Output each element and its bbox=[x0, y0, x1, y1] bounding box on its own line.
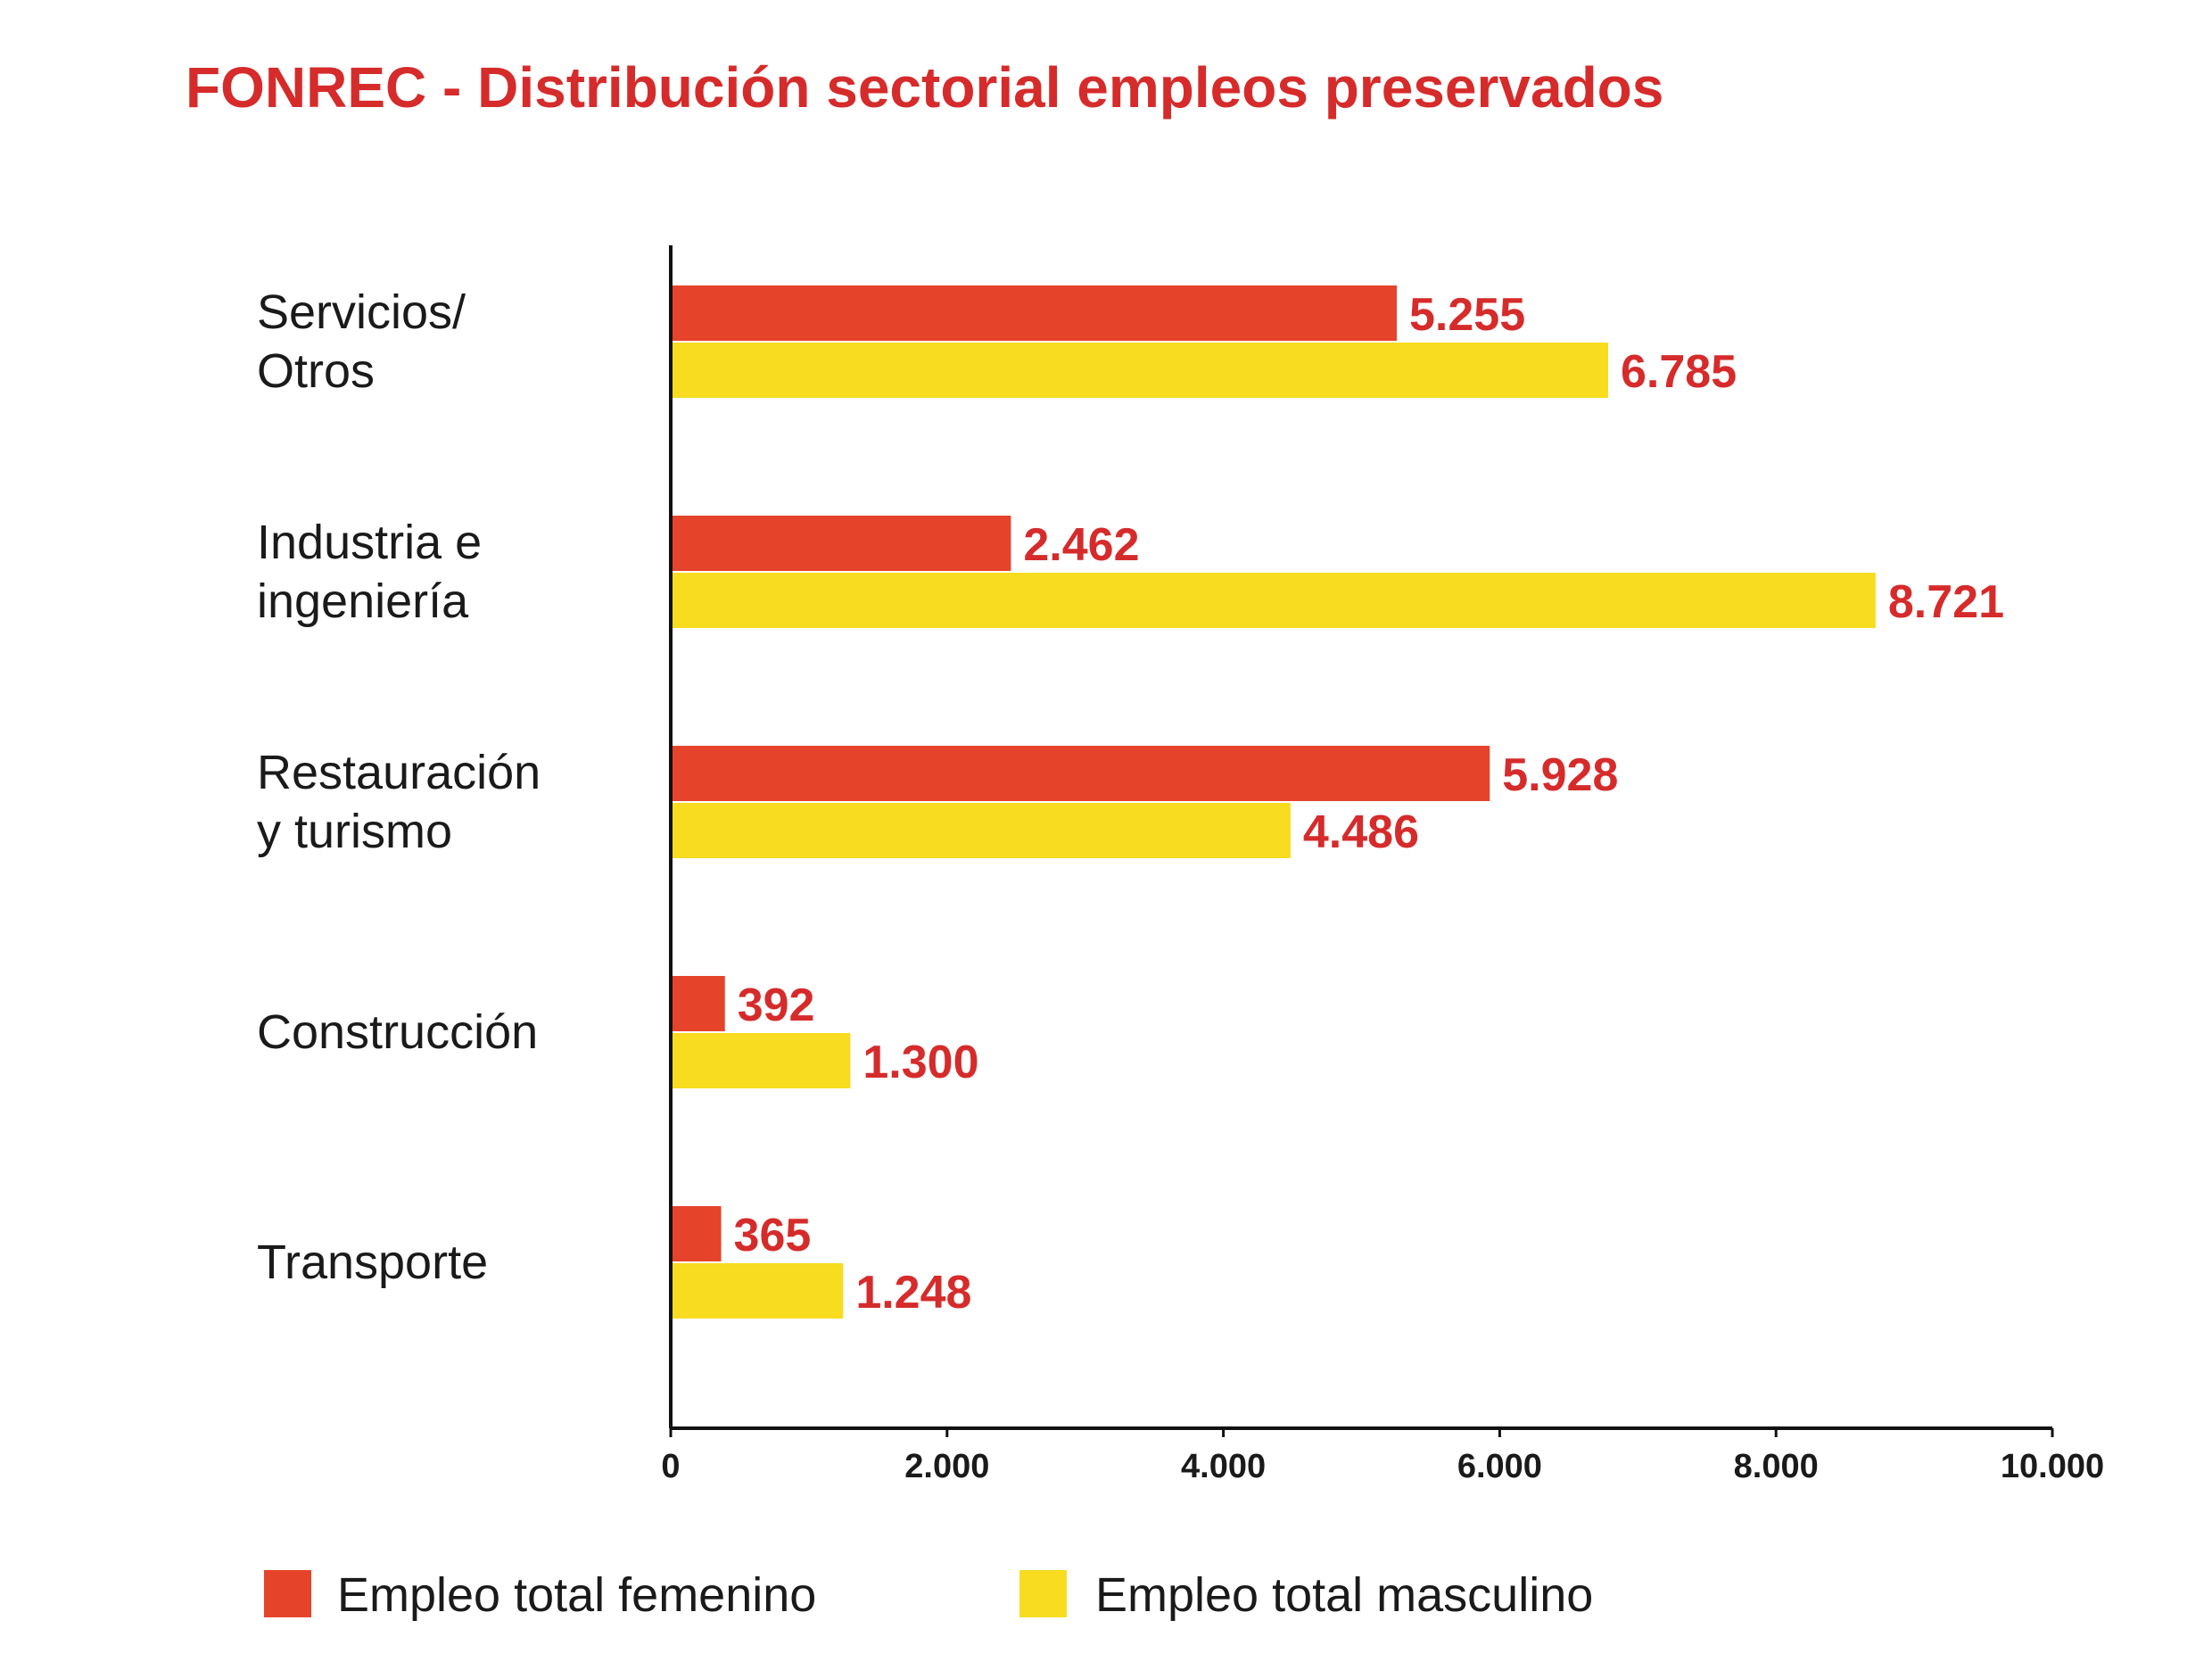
data-label: 5.255 bbox=[1409, 289, 1525, 341]
data-label: 1.248 bbox=[855, 1267, 971, 1319]
bar bbox=[673, 1206, 722, 1261]
data-label: 4.486 bbox=[1303, 806, 1419, 858]
x-tick-label: 4.000 bbox=[1181, 1448, 1266, 1485]
legend-label: Empleo total femenino bbox=[337, 1568, 816, 1622]
category-label: Transporte bbox=[257, 1236, 488, 1289]
bar bbox=[673, 976, 725, 1031]
plot-area: 0 2.000 4.000 6.000 8.000 10.000 5.255 6.785 Ser… bbox=[257, 245, 2104, 1485]
legend-label: Empleo total masculino bbox=[1095, 1568, 1593, 1622]
category-label: y turismo bbox=[257, 805, 452, 858]
bar bbox=[673, 285, 1397, 341]
legend-swatch bbox=[1019, 1570, 1067, 1617]
x-tick-label: 2.000 bbox=[904, 1448, 989, 1485]
category-label: Industria e bbox=[257, 516, 482, 569]
bar bbox=[673, 516, 1011, 571]
legend: Empleo total femenino Empleo total mascul… bbox=[264, 1568, 1593, 1622]
category-label: ingeniería bbox=[257, 575, 469, 628]
bar bbox=[673, 573, 1876, 628]
category-label: Restauración bbox=[257, 746, 541, 799]
data-label: 392 bbox=[738, 980, 815, 1031]
data-label: 8.721 bbox=[1888, 576, 2004, 628]
x-tick-label: 6.000 bbox=[1457, 1448, 1542, 1485]
bar bbox=[673, 1033, 851, 1088]
bar bbox=[673, 1263, 844, 1319]
data-label: 2.462 bbox=[1023, 519, 1139, 571]
category-label: Otros bbox=[257, 344, 375, 398]
data-label: 6.785 bbox=[1621, 346, 1737, 398]
bar bbox=[673, 803, 1291, 858]
data-label: 5.928 bbox=[1502, 749, 1618, 801]
data-label: 365 bbox=[734, 1210, 812, 1261]
x-tick-label: 10.000 bbox=[2001, 1448, 2104, 1485]
chart-title: FONREC - Distribución sectorial empleos … bbox=[186, 55, 1663, 120]
data-label: 1.300 bbox=[863, 1037, 978, 1088]
legend-swatch bbox=[264, 1570, 311, 1617]
bar bbox=[673, 343, 1608, 398]
bar bbox=[673, 746, 1490, 801]
category-label: Servicios/ bbox=[257, 285, 466, 339]
category-label: Construcción bbox=[257, 1005, 538, 1059]
x-tick-label: 0 bbox=[661, 1448, 680, 1485]
x-tick-label: 8.000 bbox=[1734, 1448, 1819, 1485]
